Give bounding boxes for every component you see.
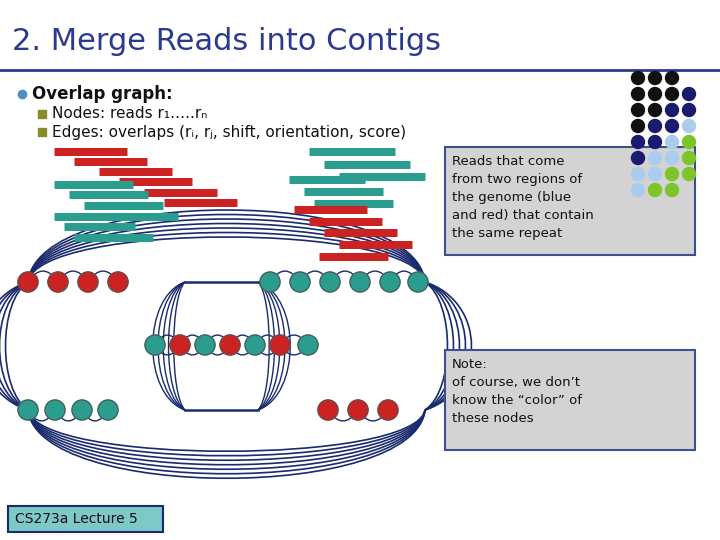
Circle shape xyxy=(665,184,678,197)
FancyBboxPatch shape xyxy=(120,178,192,186)
Circle shape xyxy=(631,104,644,117)
Circle shape xyxy=(683,87,696,100)
Circle shape xyxy=(145,335,165,355)
Circle shape xyxy=(683,167,696,180)
FancyBboxPatch shape xyxy=(74,234,153,242)
Circle shape xyxy=(348,400,368,420)
FancyBboxPatch shape xyxy=(305,188,384,196)
Text: Edges: overlaps (rᵢ, rⱼ, shift, orientation, score): Edges: overlaps (rᵢ, rⱼ, shift, orientat… xyxy=(52,125,406,139)
Circle shape xyxy=(665,167,678,180)
FancyBboxPatch shape xyxy=(84,202,163,210)
Circle shape xyxy=(170,335,190,355)
FancyBboxPatch shape xyxy=(99,213,179,221)
FancyBboxPatch shape xyxy=(310,218,382,226)
Circle shape xyxy=(220,335,240,355)
Circle shape xyxy=(290,272,310,292)
FancyBboxPatch shape xyxy=(70,191,148,199)
Circle shape xyxy=(649,184,662,197)
FancyBboxPatch shape xyxy=(74,158,148,166)
Circle shape xyxy=(195,335,215,355)
Circle shape xyxy=(245,335,265,355)
Circle shape xyxy=(631,71,644,84)
Circle shape xyxy=(631,119,644,132)
Circle shape xyxy=(649,152,662,165)
Circle shape xyxy=(18,272,38,292)
Text: Overlap graph:: Overlap graph: xyxy=(32,85,173,103)
Circle shape xyxy=(665,136,678,148)
Circle shape xyxy=(48,272,68,292)
Circle shape xyxy=(683,136,696,148)
FancyBboxPatch shape xyxy=(289,176,366,184)
FancyBboxPatch shape xyxy=(325,229,397,237)
FancyBboxPatch shape xyxy=(8,506,163,532)
Circle shape xyxy=(298,335,318,355)
Circle shape xyxy=(108,272,128,292)
Circle shape xyxy=(665,87,678,100)
Circle shape xyxy=(320,272,340,292)
Circle shape xyxy=(649,71,662,84)
Circle shape xyxy=(631,152,644,165)
FancyBboxPatch shape xyxy=(445,147,695,255)
Circle shape xyxy=(649,119,662,132)
Text: Note:
of course, we don’t
know the “color” of
these nodes: Note: of course, we don’t know the “colo… xyxy=(452,358,582,425)
FancyBboxPatch shape xyxy=(55,213,117,221)
Circle shape xyxy=(665,152,678,165)
Circle shape xyxy=(649,136,662,148)
Circle shape xyxy=(98,400,118,420)
Circle shape xyxy=(318,400,338,420)
Circle shape xyxy=(350,272,370,292)
Circle shape xyxy=(72,400,92,420)
Circle shape xyxy=(631,87,644,100)
Circle shape xyxy=(683,119,696,132)
Circle shape xyxy=(45,400,65,420)
Circle shape xyxy=(649,87,662,100)
FancyBboxPatch shape xyxy=(145,189,217,197)
FancyBboxPatch shape xyxy=(320,253,389,261)
Circle shape xyxy=(270,335,290,355)
Circle shape xyxy=(380,272,400,292)
Circle shape xyxy=(665,119,678,132)
Circle shape xyxy=(78,272,98,292)
FancyBboxPatch shape xyxy=(340,241,413,249)
Circle shape xyxy=(378,400,398,420)
Circle shape xyxy=(631,136,644,148)
Circle shape xyxy=(408,272,428,292)
FancyBboxPatch shape xyxy=(164,199,238,207)
FancyBboxPatch shape xyxy=(340,173,426,181)
Circle shape xyxy=(649,104,662,117)
FancyBboxPatch shape xyxy=(325,161,410,169)
Circle shape xyxy=(683,104,696,117)
Circle shape xyxy=(631,167,644,180)
Text: Reads that come
from two regions of
the genome (blue
and red) that contain
the s: Reads that come from two regions of the … xyxy=(452,155,594,240)
Text: 2. Merge Reads into Contigs: 2. Merge Reads into Contigs xyxy=(12,28,441,57)
FancyBboxPatch shape xyxy=(445,350,695,450)
Circle shape xyxy=(665,104,678,117)
FancyBboxPatch shape xyxy=(294,206,367,214)
FancyBboxPatch shape xyxy=(310,148,395,156)
FancyBboxPatch shape xyxy=(99,168,173,176)
Text: Nodes: reads r₁…..rₙ: Nodes: reads r₁…..rₙ xyxy=(52,106,207,122)
FancyBboxPatch shape xyxy=(55,181,133,189)
Text: CS273a Lecture 5: CS273a Lecture 5 xyxy=(15,512,138,526)
FancyBboxPatch shape xyxy=(55,148,127,156)
Circle shape xyxy=(260,272,280,292)
Circle shape xyxy=(649,167,662,180)
FancyBboxPatch shape xyxy=(315,200,394,208)
Circle shape xyxy=(631,184,644,197)
FancyBboxPatch shape xyxy=(65,223,135,231)
Circle shape xyxy=(18,400,38,420)
Circle shape xyxy=(665,71,678,84)
Circle shape xyxy=(683,152,696,165)
